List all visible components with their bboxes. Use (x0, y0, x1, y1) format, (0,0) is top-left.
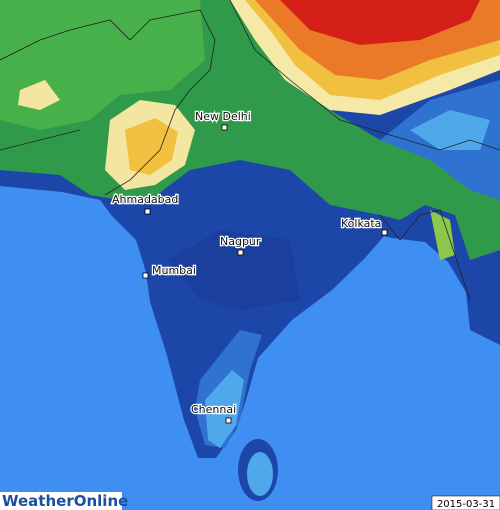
light-blue-zone (205, 370, 244, 448)
date: 2015-03-31 (437, 499, 495, 510)
city-marker (225, 417, 232, 424)
red-zone (280, 0, 480, 45)
city-marker (381, 229, 388, 236)
city-marker (221, 124, 228, 131)
city-label: Nagpur (220, 235, 261, 248)
orange-zone (125, 118, 178, 175)
city-marker (144, 208, 151, 215)
date-box (431, 495, 500, 510)
light-blue-zone (247, 452, 273, 496)
city-marker (237, 249, 244, 256)
light-green-zone (430, 210, 455, 260)
city-marker (142, 272, 149, 279)
borders (0, 0, 500, 301)
city-label: Chennai (191, 403, 236, 416)
city-label: Ahmadabad (112, 193, 178, 206)
dark-blue-zone (168, 230, 300, 310)
city-label: New Delhi (195, 110, 251, 123)
city-label: Mumbai (152, 264, 196, 277)
city-label: Kolkata (341, 217, 381, 230)
logo: WeatherOnline (2, 492, 128, 510)
yellow-zone (18, 80, 60, 110)
city-markers (142, 124, 388, 424)
logo-box (0, 492, 122, 510)
